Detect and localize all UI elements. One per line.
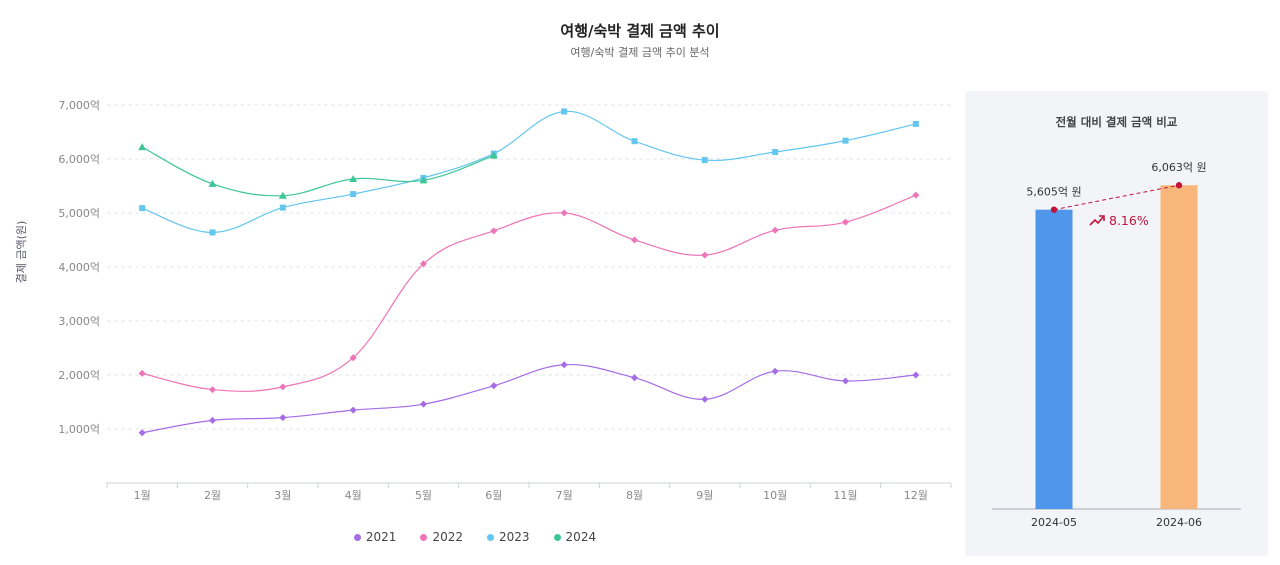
data-point-2022 [560,209,568,217]
data-point-2021 [560,361,568,369]
data-point-2021 [490,382,498,390]
x-tick-label: 9월 [696,489,713,502]
legend-item-2023[interactable]: 2023 [487,530,530,544]
x-tick-label: 2월 [204,489,221,502]
x-tick-label: 1월 [134,489,151,502]
legend-label: 2021 [365,530,397,544]
bar-category-label: 2024-05 [1031,516,1077,529]
bar-2024-06 [1160,185,1198,509]
data-point-2023 [139,205,146,212]
legend-item-2021[interactable]: 2021 [353,530,397,544]
legend-label: 2023 [499,530,530,544]
bar-value-label: 5,605억 원 [1026,186,1081,199]
data-point-2022 [842,218,849,226]
legend-item-2024[interactable]: 2024 [553,530,597,544]
data-point-2024 [208,179,217,187]
data-point-2021 [701,395,709,403]
data-point-2023 [350,191,357,198]
data-point-2023 [701,157,708,164]
data-point-2021 [138,429,146,437]
legend-label: 2024 [565,530,597,544]
legend: 2021 2022 2023 2024 [0,530,950,544]
y-tick-label: 1,000억 [58,423,100,436]
data-point-2021 [631,374,638,382]
data-point-2024 [138,143,147,151]
data-point-2021 [349,406,357,414]
y-tick-label: 3,000억 [58,315,100,328]
chart-subtitle: 여행/숙박 결제 금액 추이 분석 [570,46,710,59]
data-point-2023 [209,229,216,236]
data-point-2024 [489,151,498,159]
data-point-2023 [631,138,638,145]
legend-dot-icon [487,533,494,541]
data-point-2021 [209,416,216,424]
x-tick-label: 11월 [833,489,857,502]
data-point-2024 [278,191,287,199]
line-chart: 1,000억 2,000억 3,000억 4,000억 5,000억 6,000억 7,00… [58,99,952,502]
data-point-2023 [279,204,286,211]
legend-dot-icon [553,533,561,541]
bar-value-label: 6,063억 원 [1151,161,1206,174]
bar-category-label: 2024-06 [1156,516,1202,529]
y-tick-label: 2,000억 [58,369,100,382]
data-point-2021 [842,377,849,385]
change-point [1050,206,1058,213]
legend-item-2022[interactable]: 2022 [420,530,463,544]
trending-up-icon-arrow [1099,215,1105,221]
comparison-title: 전월 대비 결제 금액 비교 [1055,115,1178,129]
x-tick-label: 4월 [345,489,362,502]
legend-dot-icon [353,533,361,541]
x-tick-label: 12월 [904,489,928,502]
data-point-2022 [912,191,920,199]
x-tick-label: 5월 [415,489,432,502]
y-tick-label: 7,000억 [58,99,100,112]
x-tick-label: 3월 [274,489,291,502]
trending-up-icon [1089,216,1104,226]
data-point-2022 [631,236,638,244]
x-tick-label: 8월 [626,489,643,502]
comparison-bar-chart: 2024-05 5,605억 원 2024-06 6,063억 원 8.16% [992,161,1241,529]
data-point-2022 [138,369,146,377]
series-line-2023 [141,110,916,234]
data-point-2022 [420,260,427,268]
change-percent-label: 8.16% [1109,213,1149,228]
data-point-2022 [209,386,216,394]
data-point-2021 [771,367,779,375]
series-line-2021 [142,363,916,434]
data-point-2023 [842,137,849,144]
legend-label: 2022 [432,530,463,544]
y-tick-label: 5,000억 [58,207,100,220]
data-point-2024 [349,174,358,182]
data-point-2022 [279,383,287,391]
bar-2024-05 [1035,209,1073,509]
data-point-2023 [912,120,919,127]
data-point-2021 [420,400,427,408]
data-point-2022 [771,226,779,234]
x-tick-label: 10월 [763,489,787,502]
series-line-2022 [142,194,917,392]
series-line-2024 [141,146,495,197]
change-point [1175,182,1183,189]
data-point-2022 [701,251,709,259]
x-tick-label: 6월 [485,489,502,502]
data-point-2021 [912,371,920,379]
change-connector [1053,184,1180,211]
data-point-2021 [279,414,287,422]
comparison-panel: 전월 대비 결제 금액 비교 2024-05 5,605억 원 2024-06 6,0… [965,91,1268,556]
x-tick-label: 7월 [556,489,573,502]
data-point-2022 [490,227,498,235]
data-point-2024 [419,176,428,184]
data-point-2022 [349,354,357,362]
data-point-2023 [772,148,779,155]
y-tick-label: 6,000억 [58,153,100,166]
chart-title: 여행/숙박 결제 금액 추이 [560,22,720,40]
y-tick-label: 4,000억 [58,261,100,274]
data-point-2023 [561,108,568,115]
legend-dot-icon [420,533,428,541]
